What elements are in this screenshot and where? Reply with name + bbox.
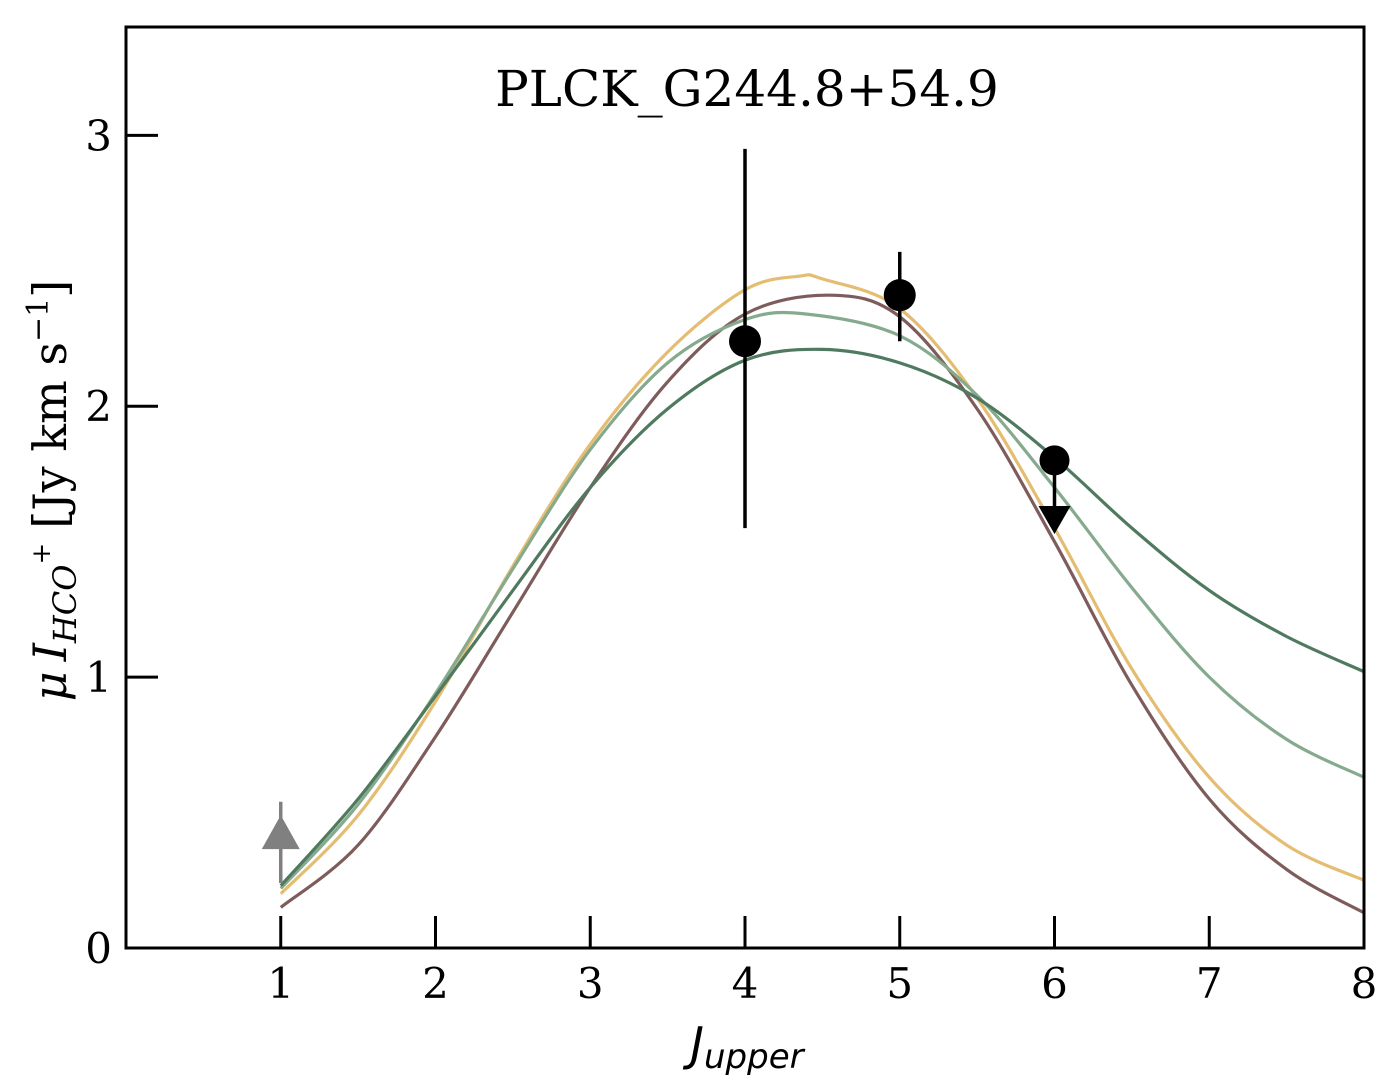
- y-axis-label-sup: +: [27, 543, 57, 565]
- chart-title: PLCK_G244.8+54.9: [495, 60, 999, 118]
- y-tick-label-3: 3: [85, 111, 112, 160]
- upper-limit-point-1: [1039, 445, 1070, 476]
- x-axis-label-main: J: [682, 1017, 704, 1071]
- y-axis-label-units-sup: −1: [21, 298, 56, 342]
- lower-limit-marker-1: [261, 815, 300, 850]
- y-tick-label-0: 0: [85, 924, 112, 973]
- y-axis-label-units-close: ]: [23, 280, 77, 298]
- upper-limit-arrow-1: [1038, 506, 1071, 535]
- series-line-1: [279, 273, 1365, 895]
- model-curves: [279, 273, 1365, 915]
- x-tick-label-1: 1: [267, 959, 294, 1008]
- y-tick-label-1: 1: [85, 653, 112, 702]
- y-axis-label-mu: μ: [23, 671, 77, 701]
- x-tick-label-8: 8: [1351, 959, 1378, 1008]
- x-axis-label-sub: upper: [704, 1037, 806, 1077]
- x-axis-ticks: 1 2 3 4 5 6 7 8: [267, 916, 1377, 1008]
- x-tick-label-7: 7: [1196, 959, 1223, 1008]
- y-axis-ticks: 0 1 2 3: [85, 111, 158, 973]
- y-axis-label: μIHCO+ [Jy km s−1]: [21, 280, 84, 701]
- data-point-1: [729, 325, 761, 358]
- y-axis-label-i: I: [23, 642, 77, 662]
- y-tick-label-2: 2: [85, 382, 112, 431]
- series-line-2: [279, 293, 1365, 915]
- data-markers: [261, 148, 1071, 883]
- series-line-3: [279, 310, 1365, 890]
- x-tick-label-5: 5: [886, 959, 913, 1008]
- y-axis-label-units: [Jy km s: [23, 342, 77, 529]
- series-line-4: [279, 347, 1365, 887]
- y-axis-label-sub: HCO: [46, 565, 84, 645]
- data-point-2: [883, 279, 916, 312]
- x-tick-label-6: 6: [1041, 959, 1068, 1008]
- x-tick-label-2: 2: [422, 959, 449, 1008]
- x-axis-label: Jupper: [682, 1017, 805, 1077]
- x-tick-label-3: 3: [577, 959, 604, 1008]
- x-tick-label-4: 4: [732, 959, 759, 1008]
